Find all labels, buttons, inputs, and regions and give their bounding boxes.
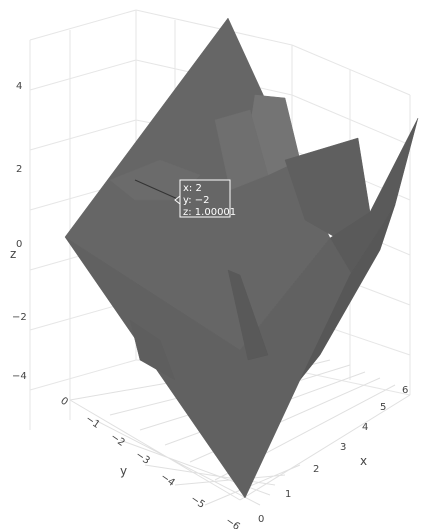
z-tick-0: 0 (16, 239, 22, 250)
surface-facet-2 (214, 109, 269, 191)
surface-facet-8 (227, 269, 269, 361)
y-axis-title: y (120, 464, 127, 478)
x-tick-2: 2 (313, 464, 319, 475)
hover-tooltip: x: 2 y: −2 z: 1.00001 (174, 179, 236, 218)
x-tick-1: 1 (285, 489, 291, 500)
x-tick-3: 3 (340, 442, 346, 453)
y-tick-neg6: −6 (223, 515, 241, 529)
surface-facet-7 (299, 204, 396, 381)
x-tick-0: 0 (258, 514, 264, 525)
surface-facet-9 (129, 319, 176, 381)
tooltip-y: y: −2 (183, 195, 209, 206)
tooltip-z: z: 1.00001 (183, 207, 236, 218)
x-tick-5: 5 (380, 402, 386, 413)
x-tick-6: 6 (402, 385, 408, 396)
x-axis-ticks: 0 1 2 3 4 5 6 (258, 385, 408, 525)
y-tick-neg4: −4 (158, 471, 176, 488)
tooltip-x: x: 2 (183, 183, 202, 194)
y-tick-neg3: −3 (133, 449, 151, 466)
hover-spike-line (134, 179, 181, 201)
z-tick-neg2: −2 (12, 312, 27, 323)
surface-mesh[interactable] (64, 17, 419, 499)
x-axis-title: x (360, 454, 367, 468)
y-tick-0: 0 (58, 395, 70, 408)
z-axis-title: z (10, 247, 16, 261)
y-tick-neg5: −5 (188, 493, 206, 510)
z-tick-4: 4 (16, 81, 22, 92)
z-tick-2: 2 (16, 164, 22, 175)
z-tick-neg4: −4 (12, 371, 27, 382)
y-tick-neg2: −2 (108, 431, 126, 448)
y-tick-neg1: −1 (83, 413, 101, 430)
z-axis-ticks: −4 −2 0 2 4 (12, 81, 27, 382)
x-tick-4: 4 (362, 422, 368, 433)
